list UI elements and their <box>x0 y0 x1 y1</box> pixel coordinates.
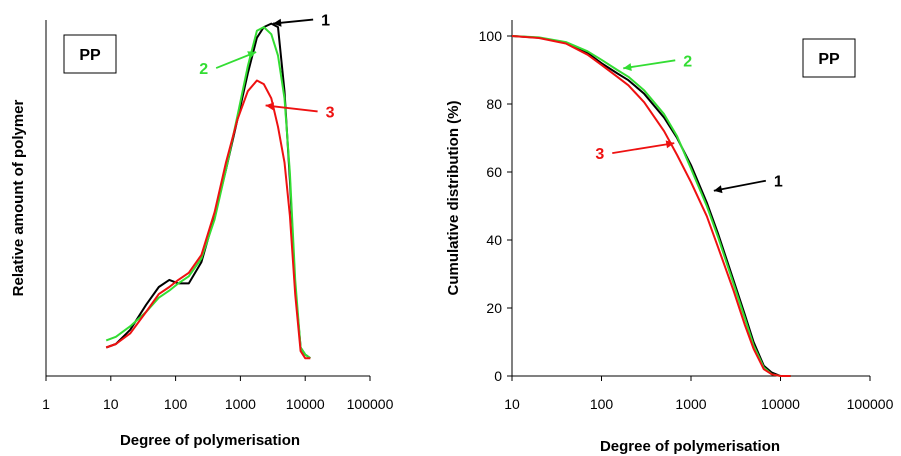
left-x-ticks: 1 10 100 1000 10000 100000 <box>42 376 394 412</box>
left-chart: 1 10 100 1000 10000 100000 1 2 3 PP Degree of p… <box>10 13 394 449</box>
annotation-label-1: 1 <box>321 13 330 30</box>
x-tick-label: 100 <box>164 396 188 412</box>
annotation-arrowhead-2 <box>623 63 632 71</box>
right-chart: 10 100 1000 10000 100000 0 20 40 60 80 100 2 3 1 PP… <box>445 20 894 455</box>
right-y-axis-title: Cumulative distribution (%) <box>445 100 462 295</box>
right-x-axis-title: Degree of polymerisation <box>600 438 780 455</box>
annotation-arrowhead-1 <box>273 18 282 27</box>
right-panel-label: PP <box>818 51 840 68</box>
right-series-lines <box>511 35 791 377</box>
series-line-3 <box>511 35 791 377</box>
x-tick-label: 100000 <box>347 396 394 412</box>
series-line-2 <box>105 26 311 360</box>
annotation-label-1: 1 <box>774 174 783 191</box>
series-line-1 <box>105 22 311 360</box>
x-tick-label: 10 <box>103 396 119 412</box>
x-tick-label: 100 <box>590 396 614 412</box>
right-annotations: 2 3 1 <box>595 53 783 194</box>
right-x-ticks: 10 100 1000 10000 100000 <box>504 376 894 412</box>
y-tick-label: 40 <box>486 232 502 248</box>
left-x-axis-title: Degree of polymerisation <box>120 432 300 449</box>
left-panel-label-box: PP <box>63 34 117 74</box>
y-tick-label: 100 <box>479 28 503 44</box>
right-panel-label-box: PP <box>802 38 856 78</box>
left-panel-label: PP <box>79 47 101 64</box>
annotation-arrowhead-1 <box>713 185 723 194</box>
annotation-label-3: 3 <box>595 146 604 163</box>
annotation-arrowhead-3 <box>265 102 274 111</box>
y-tick-label: 20 <box>486 300 502 316</box>
x-tick-label: 10 <box>504 396 520 412</box>
series-line-1 <box>511 35 791 377</box>
annotation-arrow-1 <box>713 179 767 192</box>
annotation-arrowhead-3 <box>665 140 675 149</box>
x-tick-label: 1 <box>42 396 50 412</box>
left-annotations: 1 2 3 <box>199 13 334 122</box>
y-tick-label: 80 <box>486 96 502 112</box>
y-tick-label: 0 <box>494 368 502 384</box>
annotation-label-2: 2 <box>199 61 208 78</box>
x-tick-label: 10000 <box>286 396 325 412</box>
left-y-axis-title: Relative amount of polymer <box>10 99 27 296</box>
annotation-arrow-3 <box>265 104 318 113</box>
annotation-label-2: 2 <box>683 53 692 70</box>
left-plot-area <box>45 20 370 377</box>
x-tick-label: 1000 <box>225 396 256 412</box>
annotation-arrowhead-2 <box>247 51 257 59</box>
x-tick-label: 10000 <box>761 396 800 412</box>
right-y-ticks: 0 20 40 60 80 100 <box>479 28 512 384</box>
y-tick-label: 60 <box>486 164 502 180</box>
annotation-arrow-3 <box>612 142 675 154</box>
x-tick-label: 100000 <box>847 396 894 412</box>
annotation-label-3: 3 <box>326 104 335 121</box>
annotation-arrow-2 <box>623 59 676 70</box>
series-line-3 <box>105 79 311 360</box>
x-tick-label: 1000 <box>675 396 706 412</box>
left-series-lines <box>105 22 311 360</box>
